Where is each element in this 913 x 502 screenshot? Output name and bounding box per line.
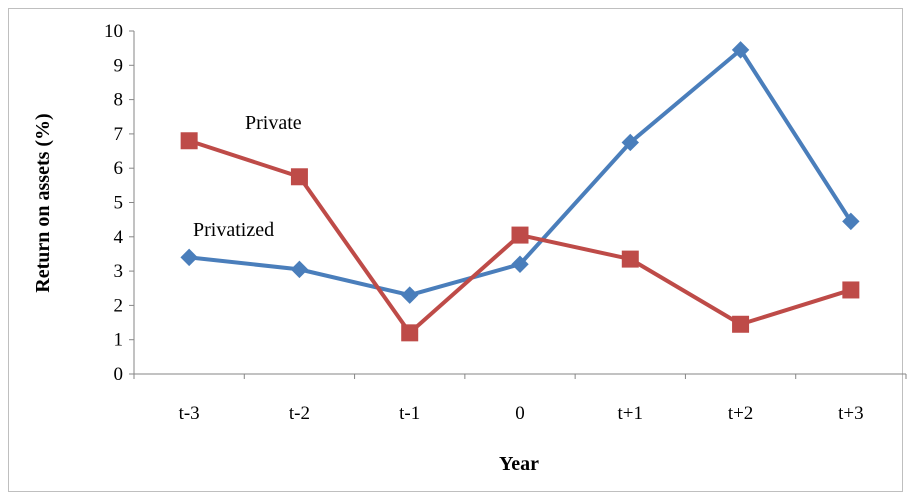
x-tick-label: t-3 — [179, 403, 200, 424]
series-label-private: Private — [245, 112, 302, 134]
tick-labels: 0 1 2 3 4 5 6 7 8 9 10 t-3 t-2 t-1 0 t+1 t+2 t+3 — [104, 21, 864, 424]
y-tick-label: 9 — [114, 55, 124, 76]
data-point-private — [842, 281, 860, 299]
x-tick-label: t+3 — [838, 403, 864, 424]
data-point-private — [511, 226, 529, 244]
x-tick-label: t+1 — [618, 403, 644, 424]
data-point-privatized — [290, 260, 309, 279]
data-point-privatized — [401, 286, 419, 304]
y-tick-label: 4 — [114, 227, 124, 248]
x-axis-title: Year — [499, 453, 539, 475]
y-tick-label: 3 — [114, 261, 124, 282]
x-tick-label: t-1 — [399, 403, 420, 424]
y-tick-label: 8 — [114, 90, 124, 111]
series-label-privatized: Privatized — [193, 219, 274, 241]
y-tick-label: 0 — [114, 364, 124, 385]
data-point-private — [290, 168, 308, 186]
x-tick-label: t-2 — [289, 403, 310, 424]
data-point-privatized — [180, 248, 198, 267]
x-tick-label: t+2 — [728, 403, 754, 424]
data-point-private — [732, 315, 750, 333]
data-point-privatized — [731, 41, 750, 59]
y-tick-label: 5 — [114, 193, 124, 214]
y-tick-label: 10 — [104, 21, 123, 42]
y-tick-label: 6 — [114, 158, 124, 179]
x-tick-label: 0 — [515, 403, 525, 424]
y-tick-label: 1 — [114, 330, 124, 351]
data-point-private — [180, 132, 198, 150]
y-axis-title: Return on assets (%) — [32, 113, 54, 292]
data-point-private — [621, 250, 639, 268]
axes — [129, 30, 907, 379]
y-tick-label: 2 — [114, 295, 124, 316]
chart-frame — [8, 8, 903, 492]
series-lines — [188, 47, 853, 335]
data-point-private — [401, 324, 419, 342]
y-tick-label: 7 — [114, 124, 124, 145]
data-point-privatized — [842, 212, 860, 231]
data-point-privatized — [621, 133, 639, 152]
series-markers — [180, 41, 860, 342]
data-point-privatized — [511, 255, 529, 273]
